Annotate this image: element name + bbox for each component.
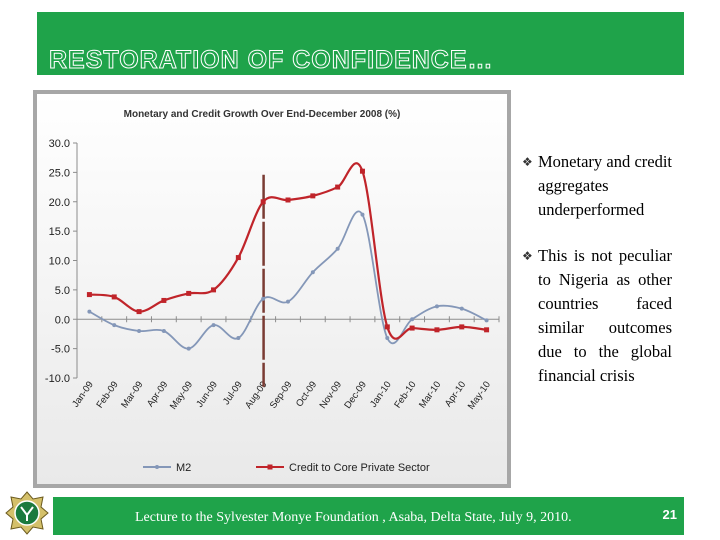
credit-point — [86, 292, 92, 298]
m2-point — [186, 346, 191, 351]
m2-point — [137, 329, 142, 333]
m2-point — [261, 296, 266, 301]
legend-label: M2 — [176, 462, 191, 474]
y-tick-label: 30.0 — [49, 138, 70, 150]
credit-point — [335, 184, 341, 190]
credit-point — [459, 324, 465, 330]
x-tick-label: Jul-09 — [221, 379, 245, 407]
x-tick-label: Mar-09 — [119, 379, 145, 410]
chart-frame: Monetary and Credit Growth Over End-Dece… — [33, 90, 511, 488]
m2-point — [161, 329, 166, 333]
m2-point — [360, 212, 365, 217]
line-chart: Monetary and Credit Growth Over End-Dece… — [45, 109, 500, 474]
m2-point — [87, 309, 92, 314]
credit-point — [409, 325, 415, 331]
credit-point — [136, 309, 142, 315]
x-tick-label: Nov-09 — [318, 379, 345, 410]
credit-point — [211, 287, 217, 293]
bullet-list: ❖ Monetary and credit aggregates underpe… — [522, 150, 672, 410]
chart-legend: M2 Credit to Core Private Sector — [143, 462, 430, 474]
m2-point — [410, 317, 415, 322]
x-tick-label: Feb-10 — [392, 379, 418, 410]
x-tick-label: Jun-09 — [194, 379, 220, 409]
footer-bar: Lecture to the Sylvester Monye Foundatio… — [53, 497, 684, 535]
legend-label: Credit to Core Private Sector — [289, 462, 430, 474]
credit-point — [186, 290, 192, 296]
m2-point — [236, 336, 241, 341]
page-number: 21 — [662, 507, 677, 522]
y-tick-label: 0.0 — [55, 314, 70, 326]
bullet-item: ❖ Monetary and credit aggregates underpe… — [522, 150, 672, 222]
y-tick-label: -5.0 — [51, 344, 70, 356]
credit-point — [359, 168, 365, 174]
slide-title: RESTORATION OF CONFIDENCE… — [49, 46, 494, 75]
credit-point — [260, 199, 266, 205]
legend-marker — [155, 465, 159, 469]
logo-emblem — [5, 491, 49, 535]
series-line-m2 — [88, 210, 487, 350]
series-line-credit — [89, 162, 487, 340]
x-tick-label: Apr-10 — [443, 379, 468, 409]
y-tick-label: 15.0 — [49, 226, 70, 238]
m2-point — [211, 323, 216, 328]
y-tick-label: 5.0 — [55, 285, 70, 297]
legend-marker — [267, 464, 273, 470]
axis-layer: 30.0 25.0 20.0 15.0 10.0 5.0 0.0 -5.0 -10.0Jan-0… — [45, 138, 500, 412]
credit-point — [161, 297, 167, 303]
x-tick-label: Feb-09 — [94, 379, 120, 410]
credit-point — [310, 193, 316, 199]
credit-point — [484, 327, 490, 333]
y-tick-label: -10.0 — [45, 373, 70, 385]
m2-point — [385, 336, 390, 341]
bullet-icon: ❖ — [522, 249, 533, 263]
bullet-text: This is not peculiar to Nigeria as other… — [538, 246, 672, 385]
credit-point — [235, 255, 241, 261]
credit-point — [111, 294, 117, 300]
chart-title: Monetary and Credit Growth Over End-Dece… — [124, 109, 401, 120]
chart-panel: Monetary and Credit Growth Over End-Dece… — [37, 94, 507, 484]
m2-point — [484, 318, 489, 323]
x-tick-label: Aug-09 — [243, 379, 270, 410]
m2-point — [286, 299, 290, 304]
x-tick-label: Sep-09 — [268, 379, 295, 410]
x-tick-label: Apr-09 — [145, 379, 170, 409]
bullet-item: ❖ This is not peculiar to Nigeria as oth… — [522, 244, 672, 388]
title-bar: RESTORATION OF CONFIDENCE… — [37, 12, 684, 75]
y-tick-label: 10.0 — [49, 256, 70, 268]
x-tick-label: Oct-09 — [294, 379, 319, 409]
m2-point — [459, 306, 464, 311]
m2-point — [310, 270, 315, 275]
m2-point — [112, 323, 117, 328]
y-tick-label: 25.0 — [49, 167, 70, 179]
x-tick-label: Mar-10 — [417, 379, 443, 410]
credit-point — [285, 197, 291, 203]
x-tick-label: Jan-09 — [70, 379, 96, 409]
bullet-icon: ❖ — [522, 155, 533, 169]
x-tick-label: May-09 — [168, 379, 195, 411]
x-tick-label: May-10 — [466, 379, 493, 411]
m2-point — [335, 246, 340, 251]
credit-point — [384, 324, 390, 330]
x-tick-label: Jan-10 — [368, 379, 394, 409]
y-tick-label: 20.0 — [49, 197, 70, 209]
footer-text: Lecture to the Sylvester Monye Foundatio… — [135, 510, 572, 525]
credit-point — [434, 327, 440, 333]
m2-point — [434, 304, 439, 309]
series-layer — [86, 162, 490, 351]
bullet-text: Monetary and credit aggregates underperf… — [538, 152, 672, 219]
x-tick-label: Dec-09 — [342, 379, 369, 410]
